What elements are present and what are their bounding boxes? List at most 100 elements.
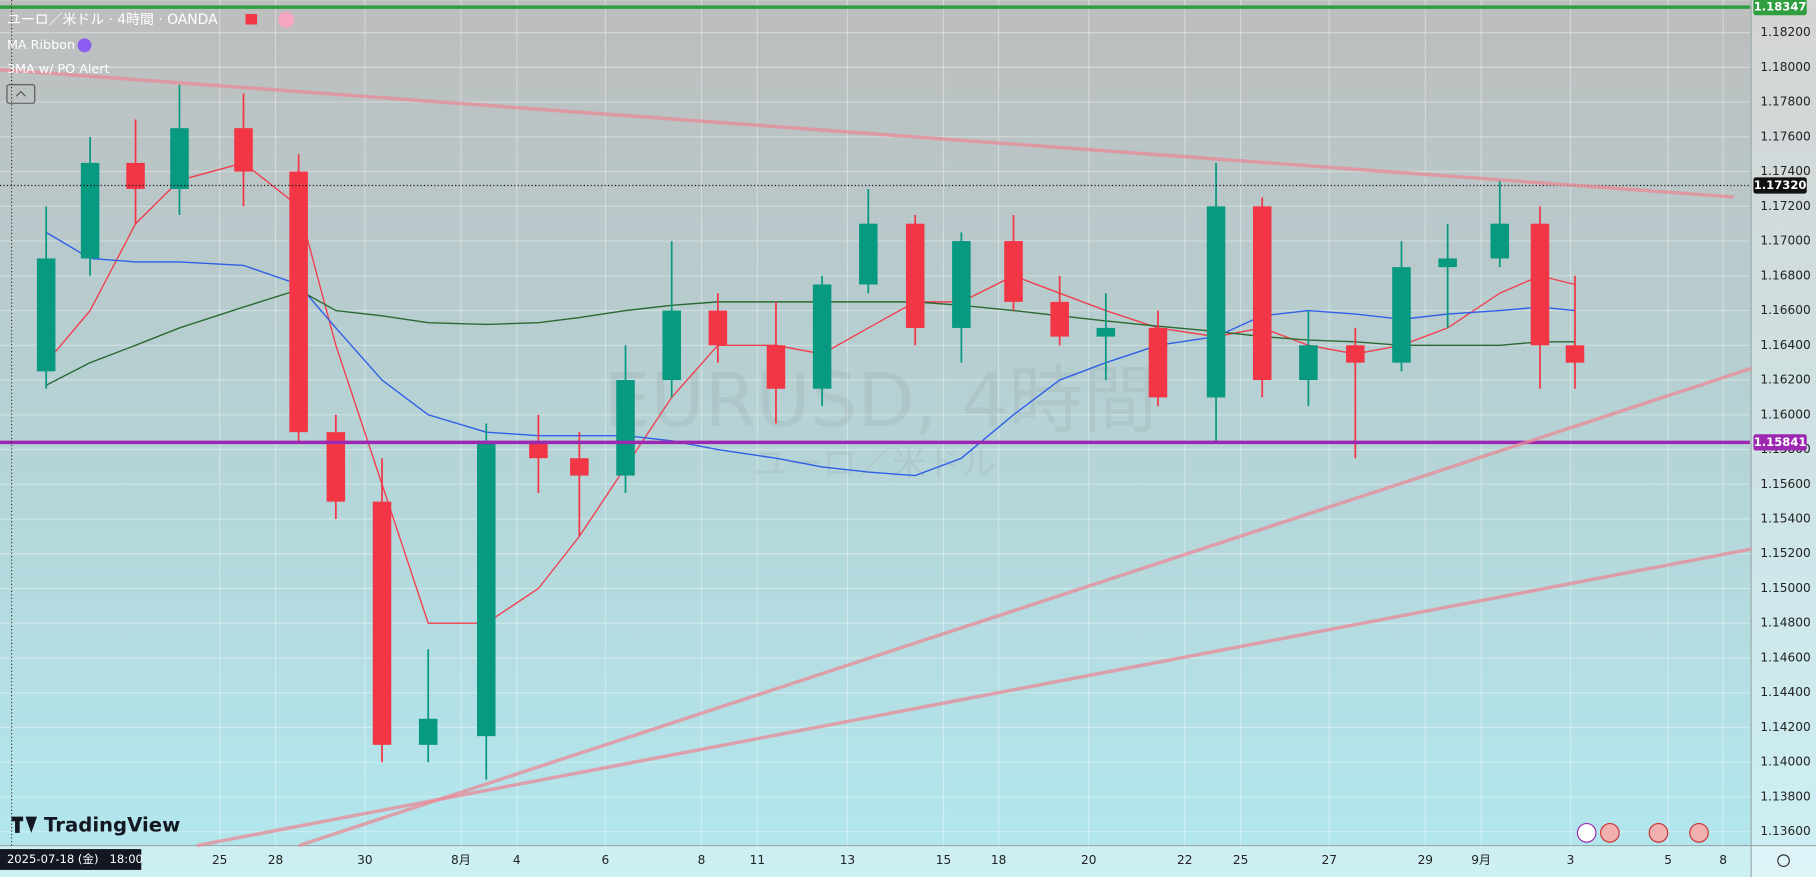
event-icon[interactable] xyxy=(1689,823,1709,843)
indicator-icon[interactable] xyxy=(277,11,295,28)
trend-line xyxy=(298,366,1752,848)
event-icon[interactable] xyxy=(1600,823,1620,843)
price-label-box xyxy=(1753,434,1807,451)
y-tick-label: 1.17800 xyxy=(1760,95,1810,109)
candle-body xyxy=(126,162,145,189)
x-tick-label: 25 xyxy=(1233,853,1248,867)
trend-line xyxy=(0,67,1734,199)
candle-body xyxy=(1565,345,1585,363)
event-icon[interactable] xyxy=(1576,823,1597,843)
candle-body xyxy=(529,440,548,459)
candle-body xyxy=(36,258,56,372)
candle-body xyxy=(289,171,308,433)
y-tick-label: 1.15400 xyxy=(1760,512,1810,526)
y-tick-label: 1.17200 xyxy=(1760,199,1810,213)
x-tick-label: 6 xyxy=(602,853,610,867)
candle-body xyxy=(80,162,100,259)
price-label: 1.15841 xyxy=(1754,435,1807,449)
candle-body xyxy=(1050,301,1069,337)
candle-body xyxy=(326,432,346,502)
flag-icon[interactable] xyxy=(245,14,258,25)
candle-body xyxy=(952,241,971,328)
y-tick-label: 1.15600 xyxy=(1760,477,1810,491)
candle-body xyxy=(1206,206,1226,398)
y-tick-label: 1.16600 xyxy=(1760,303,1810,317)
y-tick-label: 1.16800 xyxy=(1760,268,1810,282)
cursor-time: 2025-07-18 (金) 18:00 xyxy=(7,852,143,866)
watermark-sub: ユーロ／米ドル xyxy=(753,445,996,485)
candle-body xyxy=(1490,223,1510,259)
y-tick-label: 1.13800 xyxy=(1760,789,1810,803)
watermark: EURUSD, 4時間 xyxy=(604,358,1157,444)
candle-body xyxy=(766,345,786,389)
x-tick-label: 8 xyxy=(698,853,706,867)
y-tick-label: 1.16000 xyxy=(1760,407,1810,421)
candle-body xyxy=(418,718,438,745)
y-tick-label: 1.17000 xyxy=(1760,234,1810,248)
candle-body xyxy=(616,380,635,476)
y-tick-label: 1.14000 xyxy=(1760,755,1810,769)
x-tick-label: 3 xyxy=(1567,853,1575,867)
y-tick-label: 1.16200 xyxy=(1760,373,1810,387)
collapse-button[interactable] xyxy=(6,84,36,104)
x-tick-label: 4 xyxy=(513,853,521,867)
x-tick-label: 28 xyxy=(268,853,283,867)
candle-body xyxy=(708,310,728,346)
x-tick-label: 20 xyxy=(1081,853,1096,867)
candle-body xyxy=(570,458,589,476)
cursor-time-box xyxy=(0,849,142,870)
price-label: 1.18347 xyxy=(1754,0,1807,14)
x-tick-label: 13 xyxy=(840,853,855,867)
y-tick-label: 1.14400 xyxy=(1760,685,1810,699)
x-tick-label: 8月 xyxy=(451,853,471,867)
brand-logo xyxy=(11,816,38,833)
candle-body xyxy=(859,223,878,285)
candle-body xyxy=(1392,267,1411,363)
brand: TradingView xyxy=(44,813,180,836)
moving-average xyxy=(45,231,1576,477)
y-tick-label: 1.14600 xyxy=(1760,650,1810,664)
indicator-label: 3MA w/ PO Alert xyxy=(7,62,110,77)
collapse-icon xyxy=(15,90,26,97)
candle-body xyxy=(1252,206,1272,381)
y-tick-label: 1.17600 xyxy=(1760,129,1810,143)
x-tick-label: 11 xyxy=(750,853,765,867)
y-tick-label: 1.13600 xyxy=(1760,824,1810,838)
time-axis xyxy=(0,845,1816,877)
event-icon[interactable] xyxy=(1648,823,1669,843)
trend-line xyxy=(196,547,1752,848)
x-tick-label: 22 xyxy=(1177,853,1192,867)
candle-body xyxy=(812,284,832,389)
x-tick-label: 18 xyxy=(991,853,1006,867)
candle-body xyxy=(1346,345,1365,363)
candle-body xyxy=(1096,327,1116,337)
y-tick-label: 1.18000 xyxy=(1760,60,1810,74)
y-tick-label: 1.15200 xyxy=(1760,546,1810,560)
candle-body xyxy=(905,223,925,328)
x-tick-label: 8 xyxy=(1719,853,1727,867)
settings-icon[interactable] xyxy=(1777,854,1790,868)
x-tick-label: 25 xyxy=(212,853,227,867)
candle-body xyxy=(1299,345,1318,381)
candle-body xyxy=(234,128,253,172)
y-tick-label: 1.14800 xyxy=(1760,616,1810,630)
y-tick-label: 1.18200 xyxy=(1760,25,1810,39)
indicator-label: MA Ribbon xyxy=(7,38,75,53)
x-tick-label: 9月 xyxy=(1471,853,1491,867)
chart-title: ユーロ／米ドル · 4時間 · OANDA xyxy=(7,12,218,28)
y-tick-label: 1.17400 xyxy=(1760,164,1810,178)
indicator-icon[interactable] xyxy=(77,38,92,53)
candle-body xyxy=(477,440,496,737)
x-tick-label: 15 xyxy=(936,853,951,867)
price-label: 1.17320 xyxy=(1754,178,1807,192)
candle-body xyxy=(1530,223,1550,346)
candle-body xyxy=(662,310,681,381)
candle-body xyxy=(170,128,189,189)
x-tick-label: 27 xyxy=(1322,853,1337,867)
x-tick-label: 5 xyxy=(1664,853,1672,867)
candle-body xyxy=(1148,327,1168,398)
x-tick-label: 29 xyxy=(1418,853,1433,867)
